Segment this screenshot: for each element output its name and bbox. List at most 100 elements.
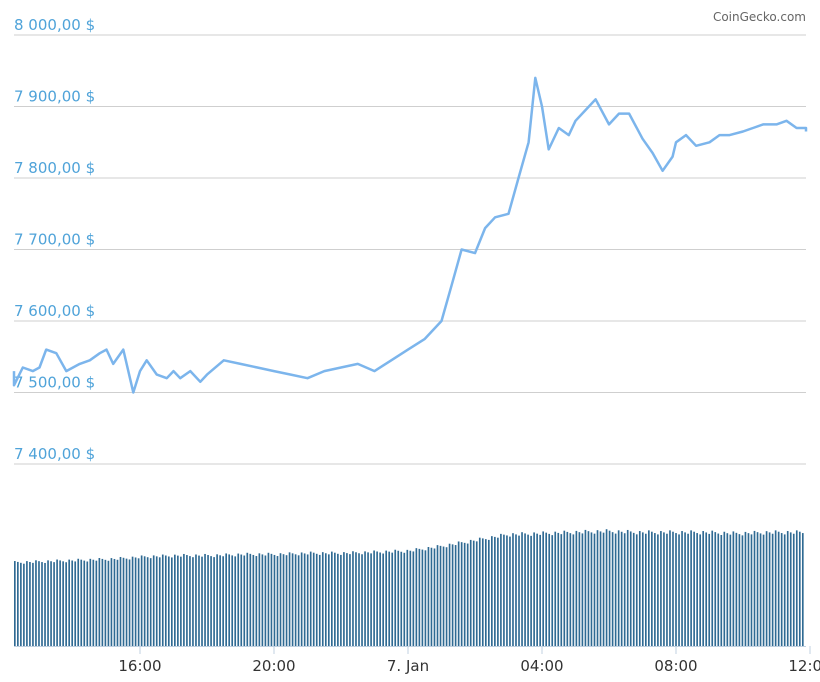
volume-bar — [364, 551, 366, 646]
volume-bar — [614, 533, 617, 646]
volume-bar — [23, 563, 25, 646]
volume-bar — [732, 531, 735, 646]
volume-bar — [282, 554, 285, 646]
x-tick-label: 08:00 — [654, 657, 697, 675]
volume-bar — [484, 539, 487, 646]
price-series — [12, 76, 808, 394]
volume-bar — [306, 554, 309, 646]
volume-bar — [400, 551, 403, 646]
volume-bar — [524, 533, 526, 646]
volume-bar — [500, 533, 502, 646]
volume-bar — [309, 551, 312, 646]
volume-bar — [584, 529, 587, 646]
coingecko-credit[interactable]: CoinGecko.com — [713, 10, 806, 24]
volume-bar — [279, 553, 282, 646]
volume-bar — [666, 533, 668, 646]
volume-bar — [672, 531, 674, 646]
volume-bar — [346, 553, 348, 646]
volume-bar — [593, 533, 596, 646]
volume-bar — [174, 554, 176, 646]
volume-bar — [596, 530, 599, 646]
volume-bar — [409, 550, 412, 646]
volume-bar — [605, 529, 608, 646]
volume-bar — [527, 534, 529, 646]
volume-bar — [62, 561, 64, 646]
volume-bar — [445, 547, 448, 646]
volume-bar — [457, 541, 460, 646]
volume-bar — [439, 545, 442, 646]
volume-bar — [113, 558, 116, 646]
volume-bar — [708, 533, 711, 646]
volume-bar — [318, 554, 321, 646]
volume-bar — [74, 561, 77, 646]
volume-bar — [753, 530, 756, 646]
volume-bar — [83, 560, 86, 646]
volume-bar — [134, 557, 137, 646]
volume-bar — [750, 534, 753, 646]
volume-bar — [693, 531, 695, 646]
volume-bar — [599, 531, 602, 646]
volume-bar — [569, 533, 572, 646]
volume-bar — [327, 554, 330, 646]
volume-bar — [762, 534, 765, 646]
volume-bar — [774, 530, 777, 646]
volume-bar — [116, 559, 119, 646]
volume-bar — [554, 531, 557, 646]
volume-bar — [189, 556, 191, 646]
volume-bar — [288, 552, 291, 646]
volume-bar — [430, 547, 433, 646]
volume-bar — [654, 533, 656, 646]
volume-bar — [418, 548, 421, 646]
volume-bar — [714, 532, 717, 646]
volume-bar — [726, 533, 729, 646]
y-tick-label: 7 600,00 $ — [14, 302, 95, 320]
volume-bar — [321, 552, 324, 646]
volume-bar — [475, 541, 478, 646]
volume-bar — [367, 552, 369, 646]
volume-bar — [566, 531, 569, 646]
volume-bar — [717, 533, 720, 646]
volume-bar — [237, 553, 240, 646]
volume-bar — [297, 555, 300, 646]
volume-bar — [587, 531, 590, 646]
volume-bar — [382, 553, 384, 646]
volume-bar — [789, 532, 792, 646]
volume-bar — [696, 533, 698, 646]
volume-bar — [780, 533, 783, 646]
volume-bar — [267, 552, 270, 646]
volume-bar — [623, 533, 626, 646]
x-axis: 16:00 20:00 7. Jan 04:00 08:00 12:00 — [14, 646, 820, 675]
volume-bar — [651, 531, 653, 646]
volume-bar — [331, 551, 333, 646]
volume-bar — [17, 561, 19, 646]
volume-bar — [101, 558, 104, 646]
volume-bar — [110, 558, 113, 646]
price-line — [12, 76, 808, 394]
volume-bar — [270, 553, 273, 646]
volume-bar — [801, 533, 804, 646]
volume-bar — [663, 532, 665, 646]
volume-bar — [324, 553, 327, 646]
volume-bar — [44, 562, 46, 646]
volume-bar — [240, 554, 243, 646]
volume-bar — [143, 556, 146, 646]
volume-bar — [14, 561, 16, 646]
volume-bar — [180, 556, 182, 646]
x-tick-label: 16:00 — [118, 657, 161, 675]
volume-bar — [264, 555, 267, 646]
volume-bar — [551, 535, 554, 646]
volume-bar — [231, 555, 234, 646]
volume-bar — [765, 531, 768, 646]
volume-bar — [657, 534, 659, 646]
volume-bar — [300, 552, 303, 646]
volume-bar — [530, 535, 532, 646]
volume-bar — [675, 533, 677, 646]
volume-bar — [243, 555, 246, 646]
volume-bar — [454, 545, 457, 646]
volume-bar — [472, 540, 475, 646]
volume-bar — [152, 555, 155, 646]
volume-bar — [219, 555, 221, 646]
volume-bar — [512, 533, 514, 646]
volume-bar — [602, 532, 605, 646]
y-tick-label: 7 500,00 $ — [14, 374, 95, 392]
